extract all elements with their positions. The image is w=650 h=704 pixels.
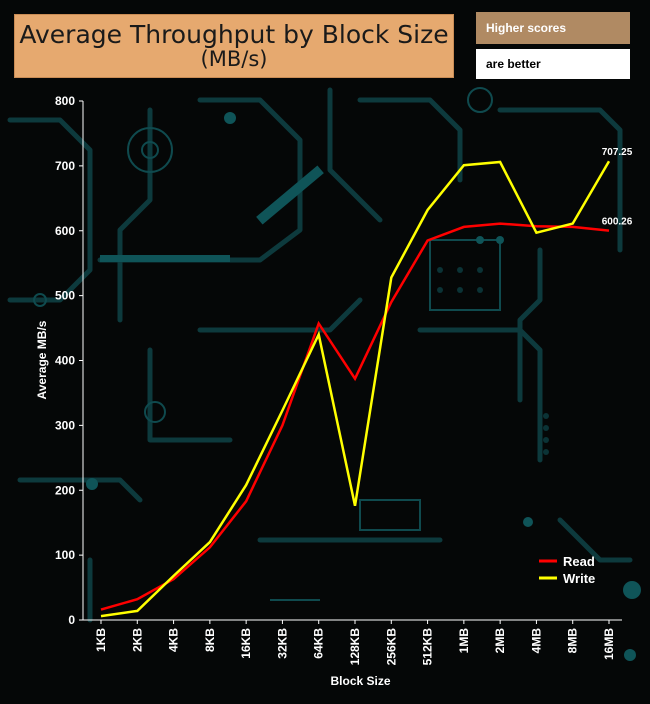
x-tick-label: 128KB [348,628,362,666]
series-lines [100,160,611,618]
x-tick-label: 16MB [602,628,616,660]
x-tick-label: 16KB [239,628,253,659]
chart-title-line1: Average Throughput by Block Size [19,19,449,49]
x-tick-label: 64KB [312,628,326,659]
y-tick-label: 100 [55,548,75,562]
axes [79,100,622,624]
x-tick-labels: 1KB 2KB 4KB 8KB 16KB 32KB 64KB 128KB 256KB 512KB 1… [94,628,616,666]
x-tick-label: 512KB [421,628,435,666]
y-tick-label: 300 [55,418,75,432]
x-tick-label: 2MB [493,628,507,654]
series-line-read [100,222,610,611]
legend-label-write: Write [563,571,595,586]
end-labels: 600.26 707.25 [602,147,633,227]
y-tick-label: 200 [55,483,75,497]
x-axis-title: Block Size [330,674,390,688]
note-are-better: are better [476,49,630,79]
y-tick-label: 0 [68,613,75,627]
x-tick-label: 32KB [275,628,289,659]
note-higher-scores: Higher scores [476,12,630,44]
y-axis-title: Average MB/s [35,320,49,399]
x-tick-label: 1MB [457,628,471,654]
x-tick-label: 256KB [384,628,398,666]
chart-title-line2: (MB/s) [200,47,268,72]
y-tick-label: 800 [55,94,75,108]
y-tick-labels: 0 100 200 300 400 500 600 700 800 [55,94,75,627]
x-tick-label: 8MB [566,628,580,654]
x-tick-label: 8KB [203,628,217,652]
y-tick-label: 400 [55,354,75,368]
end-label-write: 707.25 [602,147,633,158]
chart-title-box: Average Throughput by Block Size (MB/s) [14,14,454,78]
x-tick-label: 1KB [94,628,108,652]
end-label-read: 600.26 [602,217,633,228]
x-tick-label: 2KB [130,628,144,652]
y-tick-label: 700 [55,159,75,173]
x-tick-label: 4MB [529,628,543,654]
y-tick-label: 500 [55,289,75,303]
y-tick-label: 600 [55,224,75,238]
legend: Read Write [539,554,595,586]
series-line-write [100,160,611,618]
x-tick-label: 4KB [167,628,181,652]
legend-label-read: Read [563,554,595,569]
